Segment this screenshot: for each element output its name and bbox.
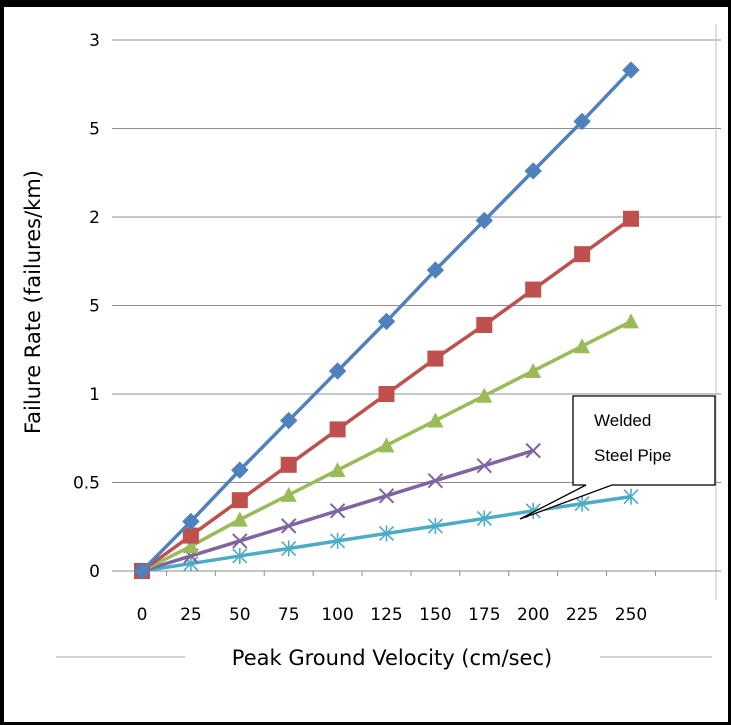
data-point-square: [231, 492, 248, 509]
data-point-diamond: [622, 61, 640, 79]
data-point-diamond: [182, 512, 200, 531]
x-tick-label: 225: [566, 605, 598, 625]
y-axis-ticks: 0 0.5 1 5 2 5 3: [73, 31, 100, 582]
y-tick-label: 0: [89, 562, 100, 582]
data-point-diamond: [377, 312, 396, 331]
data-point-asterisk: [378, 525, 395, 542]
x-axis: [112, 570, 716, 576]
data-point-diamond: [133, 562, 151, 580]
data-point-square: [574, 246, 591, 263]
data-point-square: [427, 350, 444, 367]
data-point-diamond: [231, 461, 249, 479]
gridlines: [112, 24, 721, 600]
data-point-triangle: [182, 538, 199, 554]
data-point-triangle: [476, 387, 493, 403]
data-point-triangle: [427, 412, 444, 428]
data-point-triangle: [623, 313, 639, 329]
x-stroke: [232, 533, 248, 549]
x-tick-label: 150: [419, 605, 451, 625]
x-axis-ticks: 0 25 50 75 100 125 150 175 200 225 250: [137, 605, 648, 625]
data-point-asterisk: [427, 518, 443, 535]
data-point-square: [476, 316, 493, 333]
x-stroke: [280, 518, 297, 534]
data-point-x: [427, 473, 444, 489]
x-stroke: [329, 503, 346, 519]
data-point-asterisk: [330, 532, 346, 549]
x-stroke: [378, 488, 395, 504]
callout-welded-steel-pipe: Welded Steel Pipe: [519, 395, 716, 520]
x-stroke: [525, 442, 541, 459]
y-tick-label: 1: [89, 385, 100, 405]
x-axis-title: Peak Ground Velocity (cm/sec): [232, 646, 552, 670]
data-point-triangle: [525, 362, 542, 378]
data-point-asterisk: [623, 488, 639, 505]
data-point-x: [476, 457, 493, 474]
data-point-diamond: [328, 362, 347, 380]
y-axis-title: Failure Rate (failures/km): [21, 170, 45, 434]
series-diamond: [133, 61, 640, 580]
data-point-diamond: [524, 162, 542, 180]
x-tick-label: 200: [517, 605, 549, 625]
data-point-triangle: [329, 462, 346, 478]
callout-text-line-2: Steel Pipe: [594, 446, 672, 465]
data-point-diamond: [475, 211, 494, 230]
x-tick-label: 250: [615, 605, 647, 625]
data-point-x: [329, 503, 346, 519]
data-point-x: [525, 442, 541, 459]
x-tick-label: 100: [321, 605, 353, 625]
data-point-square: [378, 386, 395, 402]
data-point-triangle: [378, 437, 395, 453]
x-tick-label: 25: [180, 605, 202, 625]
y-tick-label: 2: [89, 208, 100, 228]
x-tick-label: 175: [468, 605, 500, 625]
data-point-x: [280, 518, 297, 534]
data-point-triangle: [231, 511, 248, 527]
callout-box: [519, 395, 716, 520]
data-point-diamond: [426, 261, 445, 279]
data-point-square: [525, 281, 542, 298]
data-point-triangle: [280, 486, 297, 502]
data-point-x: [378, 488, 395, 504]
series-triangle: [134, 313, 639, 578]
data-point-square: [280, 456, 297, 473]
data-point-square: [623, 210, 639, 227]
data-point-asterisk: [281, 540, 297, 557]
y-tick-label: 5: [89, 297, 100, 317]
x-tick-label: 50: [229, 605, 251, 625]
x-stroke: [427, 473, 444, 489]
y-tick-label: 5: [89, 120, 100, 140]
data-point-x: [232, 533, 248, 549]
data-point-diamond: [573, 112, 591, 131]
data-point-triangle: [574, 338, 591, 354]
data-point-square: [182, 527, 199, 544]
callout-text-line-1: Welded: [594, 411, 651, 430]
series-layer: [133, 61, 640, 580]
data-point-asterisk: [574, 495, 590, 512]
data-point-diamond: [279, 411, 298, 430]
data-point-square: [329, 421, 346, 438]
data-point-asterisk: [476, 510, 492, 527]
y-tick-label: 0.5: [73, 474, 100, 494]
data-point-asterisk: [232, 547, 248, 564]
x-tick-label: 0: [137, 605, 148, 625]
x-tick-label: 125: [370, 605, 402, 625]
x-stroke: [476, 457, 493, 474]
x-tick-label: 75: [278, 605, 300, 625]
series-square: [134, 210, 639, 579]
y-tick-label: 3: [89, 31, 100, 51]
